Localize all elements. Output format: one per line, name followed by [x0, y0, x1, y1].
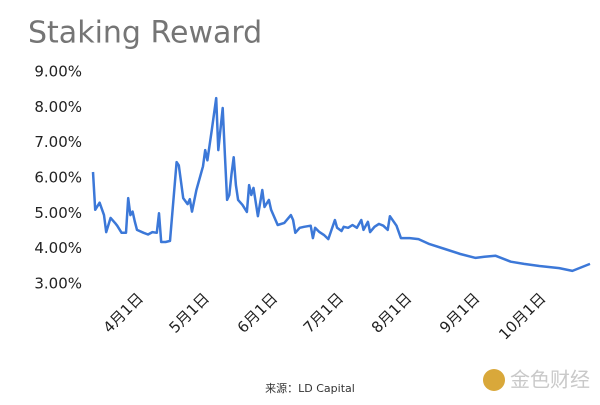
data-line	[91, 96, 591, 273]
y-tick-label: 3.00%	[34, 275, 82, 293]
chart-title: Staking Reward	[28, 16, 262, 51]
y-tick-label: 4.00%	[34, 239, 82, 257]
y-tick-label: 8.00%	[34, 98, 82, 116]
y-tick-label: 9.00%	[34, 63, 82, 81]
watermark: 金色财经	[510, 368, 590, 392]
y-tick-label: 5.00%	[34, 204, 82, 222]
y-tick-label: 6.00%	[34, 169, 82, 187]
y-tick-label: 7.00%	[34, 133, 82, 151]
watermark-logo	[483, 369, 505, 391]
source: 来源：LD Capital	[265, 381, 355, 395]
